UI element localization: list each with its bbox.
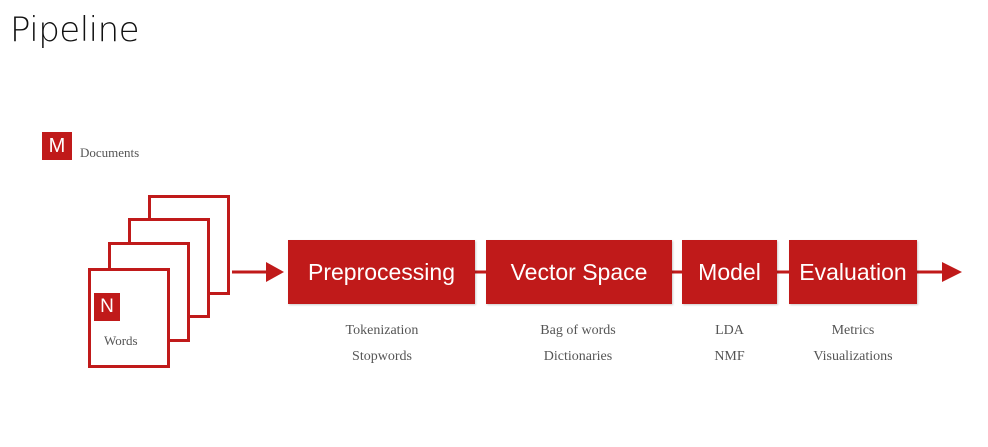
arrowhead-input (266, 262, 284, 282)
detail-nmf: NMF (714, 349, 745, 364)
stage-evaluation: Evaluation (789, 240, 917, 304)
evaluation-details: Metrics Visualizations (785, 318, 921, 370)
document-badge-n: N (94, 293, 120, 321)
detail-dictionaries: Dictionaries (543, 349, 613, 364)
model-details: LDA NMF (682, 318, 777, 370)
stage-vector-space: Vector Space (486, 240, 672, 304)
detail-bag-of-words: Bag of words (540, 323, 616, 338)
legend-label-documents: Documents (80, 145, 140, 160)
stage-preprocessing: Preprocessing (288, 240, 475, 304)
arrowhead-output (942, 262, 962, 282)
detail-stopwords: Stopwords (352, 349, 412, 364)
stage-model: Model (682, 240, 777, 304)
legend-badge-m: M (42, 132, 72, 160)
detail-tokenization: Tokenization (345, 323, 419, 338)
document-label-words: Words (104, 333, 138, 348)
detail-metrics: Metrics (831, 323, 875, 338)
preprocessing-details: Tokenization Stopwords (308, 318, 456, 370)
vector-space-details: Bag of words Dictionaries (504, 318, 652, 370)
page-title: Pipeline (10, 10, 140, 50)
detail-visualizations: Visualizations (813, 349, 893, 364)
detail-lda: LDA (715, 323, 744, 338)
